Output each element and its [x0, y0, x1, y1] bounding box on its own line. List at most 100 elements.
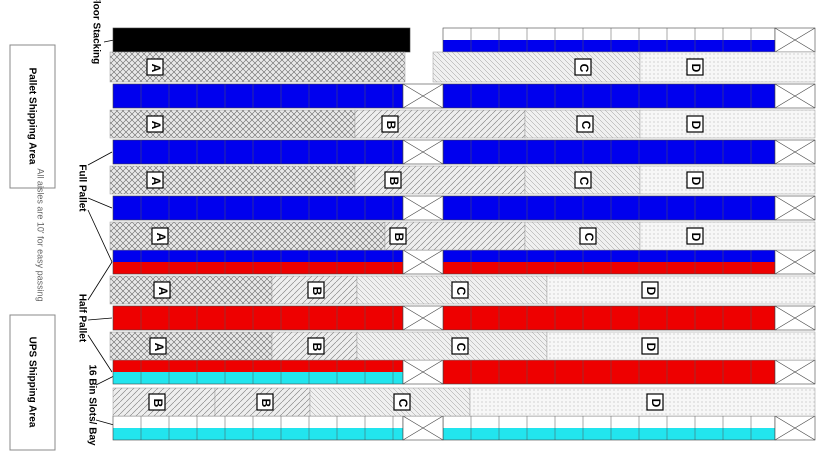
rack-bottom [443, 262, 775, 274]
zone-label-box [307, 337, 325, 355]
zone-label: C [577, 177, 591, 186]
zone-label-box [146, 171, 164, 189]
zone-label: B [259, 399, 273, 408]
zone [639, 51, 816, 83]
rack-bottom [443, 372, 775, 384]
rack-bottom [113, 152, 403, 164]
rack-top [113, 250, 403, 262]
rack-bottom [113, 262, 403, 274]
zone [469, 387, 816, 417]
rack-bottom [113, 40, 410, 52]
pallet-shipping-label: Pallet Shipping Area [26, 68, 37, 165]
zone-label-box [148, 393, 166, 411]
rack-bottom [443, 40, 775, 52]
zone-label: A [156, 287, 170, 296]
cross-x [774, 139, 816, 165]
zone-label: D [689, 233, 703, 242]
rack-top [113, 140, 403, 152]
zone-label: A [149, 177, 163, 186]
rack-bottom [113, 372, 403, 384]
rack-top [443, 416, 775, 428]
zone-label-box [153, 281, 171, 299]
rack-top [113, 196, 403, 208]
zone-label-box [151, 227, 169, 245]
zone-label: A [149, 121, 163, 130]
zone-label: B [151, 399, 165, 408]
zone-label-box [146, 115, 164, 133]
rack-top [443, 28, 775, 40]
zone-label: D [689, 121, 703, 130]
zone-label: D [689, 64, 703, 73]
cross-x [402, 359, 444, 385]
rack-top [113, 360, 403, 372]
zone [309, 387, 471, 417]
rack-bottom [113, 96, 403, 108]
zone-label: D [644, 287, 658, 296]
zone-label-box [451, 281, 469, 299]
rack-bottom [443, 428, 775, 440]
pallet-shipping-box [9, 44, 56, 189]
zone [384, 221, 526, 251]
rack-top [443, 306, 775, 318]
zone-label-box [389, 227, 407, 245]
rack-top [443, 84, 775, 96]
bin-slots-label: 16 Bin Slots/ Bay [86, 364, 97, 446]
cross-x [774, 305, 816, 331]
rack-bottom [443, 208, 775, 220]
rack-bottom [443, 152, 775, 164]
zone-label-box [641, 337, 659, 355]
half-pallet-label: Half Pallet [76, 294, 87, 343]
zone-label-box [307, 281, 325, 299]
zone-label-box [576, 115, 594, 133]
rack-top [113, 28, 410, 40]
zone [546, 331, 816, 361]
zone [546, 275, 816, 305]
zone [639, 221, 816, 251]
rack-bottom [113, 208, 403, 220]
cross-x [402, 139, 444, 165]
full-pallet-label: Full Pallet [76, 164, 87, 212]
zone [354, 109, 526, 139]
zone-label: D [649, 399, 663, 408]
rack-top [113, 416, 403, 428]
zone-label-box [641, 281, 659, 299]
floor-stacking-label: 2X Floor Stacking [90, 0, 101, 64]
zone-label: B [392, 233, 406, 242]
zone-label-box [451, 337, 469, 355]
zone-label: A [152, 343, 166, 352]
zone-label-box [384, 171, 402, 189]
rack-top [443, 360, 775, 372]
ups-shipping-label: UPS Shipping Area [26, 337, 37, 428]
zone-label-box [686, 115, 704, 133]
zone-label-box [256, 393, 274, 411]
cross-x [774, 249, 816, 275]
zone-label-box [146, 58, 164, 76]
zone-label-box [646, 393, 664, 411]
zone-label-box [393, 393, 411, 411]
zone-label-box [686, 171, 704, 189]
rack-top [443, 140, 775, 152]
rack-bottom [113, 428, 403, 440]
zone [109, 275, 273, 305]
zone [354, 165, 526, 195]
zone-label-box [686, 227, 704, 245]
zone [432, 51, 641, 83]
zone-label: D [644, 343, 658, 352]
zone [639, 109, 816, 139]
zone-label: C [577, 64, 591, 73]
cross-x [774, 359, 816, 385]
rack-top [113, 306, 403, 318]
zone-label: A [154, 233, 168, 242]
zone-label: B [310, 343, 324, 352]
rack-bottom [443, 96, 775, 108]
pointer-arrows [87, 39, 115, 426]
cross-x [402, 305, 444, 331]
zone-label: A [149, 64, 163, 73]
aisles-note: All aisles are 10' for easy passing [36, 168, 46, 301]
zone-label-box [574, 171, 592, 189]
zone-label: C [454, 287, 468, 296]
zone-label: D [689, 177, 703, 186]
rack-top [443, 196, 775, 208]
zone-label-box [574, 58, 592, 76]
